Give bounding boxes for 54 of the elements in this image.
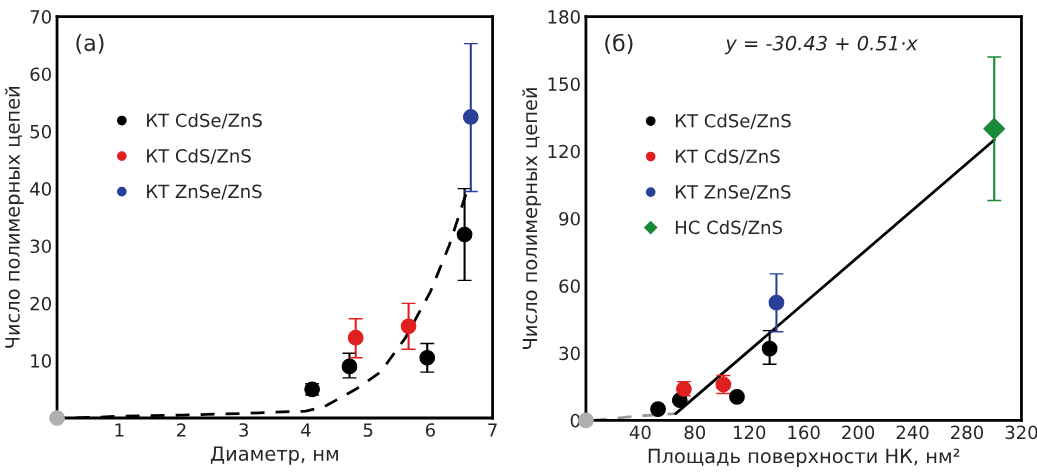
y-tick-label: 150 xyxy=(548,77,580,92)
y-tick-label: 20 xyxy=(30,296,51,311)
x-axis-title: Диаметр, нм xyxy=(210,446,338,465)
x-tick-label: 2 xyxy=(177,423,186,437)
point xyxy=(456,226,473,243)
x-tick-label: 80 xyxy=(684,425,706,440)
legend-label: КТ ZnSe/ZnS xyxy=(675,185,791,201)
annotation: (a) xyxy=(76,33,104,54)
x-tick-label: 120 xyxy=(733,425,766,440)
y-axis-title: Число полимерных цепей xyxy=(522,88,542,349)
point xyxy=(761,340,778,357)
y-tick-label: 40 xyxy=(30,182,51,196)
point xyxy=(49,410,65,426)
legend-label: НС CdS/ZnS xyxy=(675,220,782,236)
x-tick-label: 40 xyxy=(629,425,651,440)
legend-label: КТ ZnSe/ZnS xyxy=(147,184,262,200)
point xyxy=(983,117,1006,140)
y-tick-label: 120 xyxy=(548,144,580,159)
y-tick-label: 30 xyxy=(559,346,580,361)
x-tick-label: 240 xyxy=(896,425,929,440)
x-tick-label: 280 xyxy=(951,425,984,440)
point xyxy=(341,358,358,375)
x-tick-label: 7 xyxy=(488,423,497,437)
x-axis-title: Площадь поверхности НК, нм² xyxy=(648,448,960,468)
x-tick-label: 320 xyxy=(1005,425,1037,440)
y-tick-label: 50 xyxy=(30,124,51,139)
point xyxy=(650,401,666,418)
x-tick-label: 6 xyxy=(425,423,435,437)
x-tick-label: 160 xyxy=(788,425,820,440)
y-axis-title: Число полимерных цепей xyxy=(4,87,24,348)
x-tick-label: 200 xyxy=(842,425,875,440)
x-tick-label: 5 xyxy=(363,423,373,437)
annotation: y = -30.43 + 0.51·x xyxy=(724,35,918,55)
x-tick-label: 4 xyxy=(301,423,311,437)
point xyxy=(768,294,785,311)
y-tick-label: 70 xyxy=(30,10,51,24)
y-tick-label: 180 xyxy=(548,10,580,24)
y-tick-label: 60 xyxy=(30,67,51,82)
y-tick-label: 90 xyxy=(559,211,580,226)
legend-label: КТ CdSe/ZnS xyxy=(147,113,262,129)
point xyxy=(729,388,745,405)
x-tick-label: 3 xyxy=(239,423,248,437)
y-tick-label: 30 xyxy=(30,239,51,254)
point xyxy=(462,109,479,125)
y-tick-label: 60 xyxy=(559,279,580,293)
legend-label: КТ CdSe/ZnS xyxy=(675,113,791,130)
point xyxy=(347,329,364,346)
point xyxy=(400,318,417,335)
legend-label: КТ CdS/ZnS xyxy=(675,149,780,165)
legend-label: КТ CdS/ZnS xyxy=(147,148,251,165)
annotation: (б) xyxy=(605,33,633,54)
y-tick-label: 10 xyxy=(31,354,51,368)
point xyxy=(419,349,436,366)
x-tick-label: 1 xyxy=(115,423,124,437)
